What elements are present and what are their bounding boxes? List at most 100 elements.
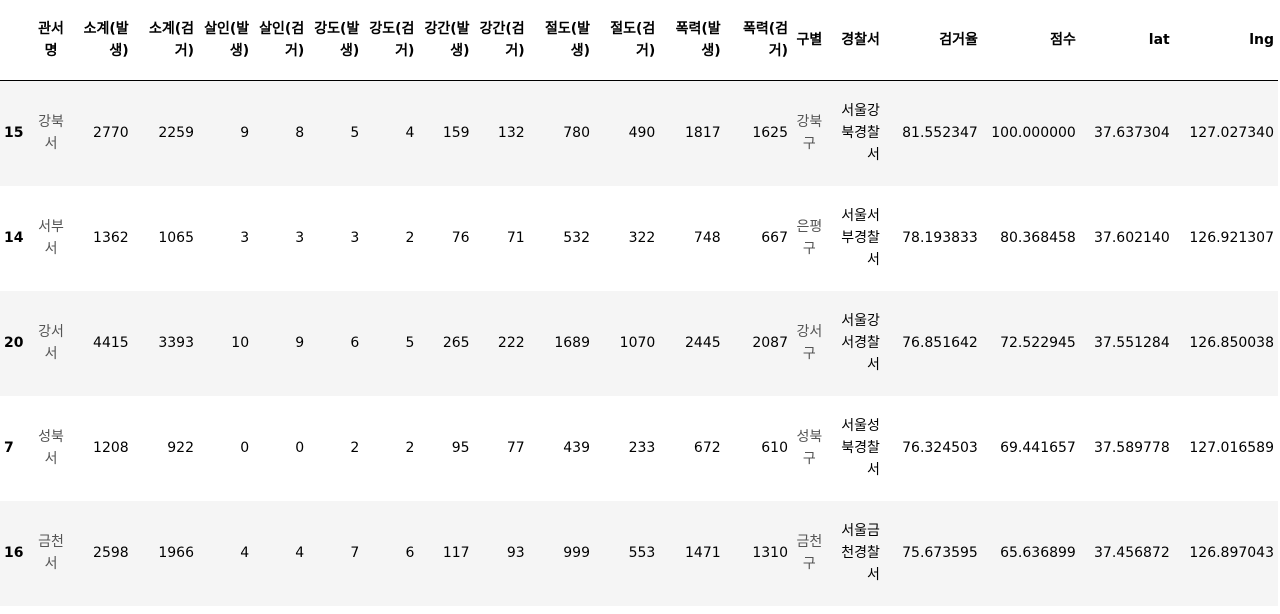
column-header: 폭력(발생): [659, 0, 725, 81]
table-cell: 126.897043: [1189, 545, 1274, 561]
table-cell: 강서서: [38, 324, 64, 362]
table-cell: 2087: [752, 335, 788, 351]
table-row: 14 서부서 1362 1065 3 3 3 2 76 71 532 322 748 667 은평구 서울서부…: [0, 185, 1278, 291]
table-cell: 37.589778: [1094, 440, 1170, 456]
column-header: 점수: [981, 0, 1080, 81]
table-cell: 233: [628, 440, 656, 456]
table-cell: 80.368458: [1000, 230, 1076, 246]
table-cell: 서부서: [38, 219, 64, 257]
table-cell: 서울성북경찰서: [841, 418, 880, 478]
table-cell: 2770: [93, 125, 129, 142]
table-cell: 65.636899: [1000, 545, 1076, 561]
table-cell: 0: [295, 440, 305, 456]
table-cell: 922: [167, 440, 194, 456]
table-cell: 1208: [93, 440, 129, 456]
column-header: 검거율: [883, 0, 982, 81]
table-cell: 9: [240, 125, 250, 142]
table-cell: 77: [506, 440, 525, 456]
column-header: 살인(발생): [198, 0, 254, 81]
table-cell: 6: [350, 335, 360, 351]
table-cell: 2: [350, 440, 360, 456]
table-cell: 1065: [158, 230, 194, 246]
table-cell: 490: [628, 125, 656, 142]
column-header: [0, 0, 31, 81]
table-cell: 서울금천경찰서: [841, 523, 880, 583]
table-cell: 1817: [685, 125, 721, 142]
header-row: 관서명 소계(발생) 소계(검거) 살인(발생) 살인(검거) 강도(발생) 강도(검거) 강…: [0, 0, 1278, 81]
table-cell: 117: [442, 545, 470, 561]
table-header: 관서명 소계(발생) 소계(검거) 살인(발생) 살인(검거) 강도(발생) 강도(검거) 강…: [0, 0, 1278, 81]
table-cell: 748: [693, 230, 721, 246]
table-cell: 9: [295, 335, 305, 351]
table-cell: 71: [506, 230, 525, 246]
table-cell: 성북서: [38, 429, 64, 467]
column-header: 강간(검거): [473, 0, 529, 81]
table-cell: 75.673595: [902, 545, 978, 561]
table-cell: 1362: [93, 230, 129, 246]
table-cell: 2259: [158, 125, 194, 142]
table-cell: 127.016589: [1189, 440, 1274, 456]
table-cell: 6: [405, 545, 415, 561]
table-cell: 5: [405, 335, 415, 351]
table-cell: 0: [240, 440, 250, 456]
column-header: lat: [1079, 0, 1174, 81]
table-cell: 667: [761, 230, 788, 246]
table-cell: 강북구: [796, 114, 823, 153]
table-cell: 265: [442, 335, 470, 351]
column-header: 강간(발생): [418, 0, 474, 81]
column-header: 폭력(검거): [724, 0, 792, 81]
table-cell: 3: [295, 230, 305, 246]
table-cell: 2: [405, 230, 415, 246]
table-cell: 100.000000: [991, 125, 1076, 142]
column-header: lng: [1173, 0, 1278, 81]
table-cell: 76.851642: [902, 335, 978, 351]
table-cell: 93: [506, 545, 525, 561]
table-cell: 126.850038: [1189, 335, 1274, 351]
table-cell: 3: [240, 230, 250, 246]
table-cell: 127.027340: [1189, 125, 1274, 142]
column-header: 절도(발생): [528, 0, 594, 81]
table-row: 16 금천서 2598 1966 4 4 7 6 117 93 999 553 1471 1310 금천구 서…: [0, 500, 1278, 606]
table-cell: 672: [693, 440, 721, 456]
column-header: 강도(발생): [308, 0, 364, 81]
table-cell: 4415: [93, 335, 129, 351]
table-cell: 37.637304: [1094, 125, 1170, 142]
table-body: 15 강북서 2770 2259 9 8 5 4 159 132 780 490 1817 1625 강북구…: [0, 80, 1278, 606]
table-cell: 76: [451, 230, 470, 246]
table-cell: 37.456872: [1094, 545, 1170, 561]
table-row: 15 강북서 2770 2259 9 8 5 4 159 132 780 490 1817 1625 강북구…: [0, 80, 1278, 186]
table-cell: 금천구: [796, 534, 823, 572]
table-cell: 금천서: [38, 534, 64, 572]
table-cell: 강서구: [796, 324, 823, 362]
table-cell: 서울강북경찰서: [841, 103, 880, 164]
table-cell: 72.522945: [1000, 335, 1076, 351]
column-header: 소계(검거): [132, 0, 198, 81]
column-header: 절도(검거): [593, 0, 660, 81]
table-cell: 10: [231, 335, 250, 351]
table-cell: 1625: [752, 125, 788, 142]
row-index: 20: [4, 335, 24, 351]
table-cell: 439: [563, 440, 590, 456]
table-cell: 7: [350, 545, 360, 561]
table-cell: 서울서부경찰서: [841, 208, 880, 268]
column-header: 관서명: [30, 0, 72, 81]
table-cell: 37.551284: [1094, 335, 1170, 351]
row-index: 15: [4, 125, 24, 142]
table-cell: 은평구: [796, 219, 823, 257]
table-cell: 322: [628, 230, 656, 246]
table-cell: 2445: [685, 335, 721, 351]
table-cell: 76.324503: [902, 440, 978, 456]
table-cell: 2598: [93, 545, 129, 561]
table-cell: 1310: [752, 545, 788, 561]
table-cell: 8: [295, 125, 305, 142]
table-cell: 95: [451, 440, 470, 456]
table-row: 7 성북서 1208 922 0 0 2 2 95 77 439 233 672 610 성북구 서울성북경찰…: [0, 395, 1278, 501]
column-header: 살인(검거): [253, 0, 309, 81]
table-cell: 222: [497, 335, 525, 351]
table-cell: 780: [563, 125, 590, 142]
table-cell: 81.552347: [902, 125, 978, 142]
table-cell: 2: [405, 440, 415, 456]
table-cell: 5: [350, 125, 360, 142]
table-cell: 4: [295, 545, 305, 561]
